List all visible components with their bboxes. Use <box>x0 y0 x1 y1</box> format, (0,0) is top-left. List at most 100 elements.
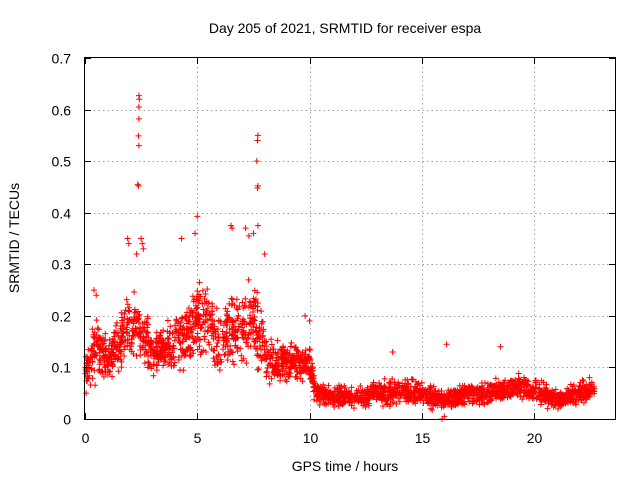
data-point <box>196 291 203 298</box>
data-point <box>168 355 175 362</box>
data-point <box>268 375 275 382</box>
data-point <box>190 339 197 346</box>
data-point <box>164 317 171 324</box>
data-point <box>254 303 261 310</box>
data-point <box>288 339 295 346</box>
data-point <box>591 388 598 395</box>
data-point <box>110 352 117 359</box>
data-point <box>175 334 182 341</box>
data-point <box>341 382 348 389</box>
data-point <box>299 360 306 367</box>
data-point <box>183 331 190 338</box>
data-point <box>409 376 416 383</box>
data-point <box>468 382 475 389</box>
data-point <box>254 366 261 373</box>
data-point <box>142 342 149 349</box>
y-tick-label: 0.1 <box>52 360 72 376</box>
data-point <box>223 333 230 340</box>
data-point <box>387 388 394 395</box>
data-point <box>425 397 432 404</box>
y-tick-label: 0.3 <box>52 257 72 273</box>
data-point <box>261 339 268 346</box>
data-point <box>189 333 196 340</box>
data-point <box>270 345 277 352</box>
data-point <box>393 400 400 407</box>
data-point <box>145 360 152 367</box>
data-point <box>319 386 326 393</box>
data-point <box>219 346 226 353</box>
data-point <box>93 292 100 299</box>
data-point <box>141 324 148 331</box>
data-point <box>135 132 142 139</box>
data-point <box>585 389 592 396</box>
data-point <box>377 394 384 401</box>
y-tick-label: 0.2 <box>52 309 72 325</box>
y-tick-label: 0 <box>63 412 71 428</box>
data-point <box>304 356 311 363</box>
data-point <box>571 387 578 394</box>
data-point <box>222 351 229 358</box>
data-point <box>299 349 306 356</box>
data-point <box>131 289 138 296</box>
data-point <box>278 355 285 362</box>
data-point <box>91 353 98 360</box>
data-point <box>292 344 299 351</box>
data-point <box>359 402 366 409</box>
data-point <box>306 345 313 352</box>
data-point <box>499 394 506 401</box>
data-point <box>354 389 361 396</box>
data-point <box>281 371 288 378</box>
data-point <box>297 364 304 371</box>
data-point <box>155 340 162 347</box>
data-point <box>291 354 298 361</box>
data-point <box>254 338 261 345</box>
data-point <box>450 395 457 402</box>
data-point <box>213 343 220 350</box>
data-point <box>254 184 261 191</box>
data-point <box>212 328 219 335</box>
data-point <box>462 391 469 398</box>
data-point <box>443 341 450 348</box>
data-point <box>124 315 131 322</box>
data-point <box>234 334 241 341</box>
data-point <box>570 391 577 398</box>
data-point <box>526 389 533 396</box>
data-point <box>514 383 521 390</box>
data-point <box>337 395 344 402</box>
data-point <box>386 403 393 410</box>
data-point <box>129 327 136 334</box>
data-point <box>493 392 500 399</box>
data-point <box>256 324 263 331</box>
data-point <box>311 378 318 385</box>
data-point <box>567 398 574 405</box>
data-point <box>194 304 201 311</box>
data-point <box>125 240 132 247</box>
data-point <box>226 325 233 332</box>
data-point <box>202 290 209 297</box>
data-point <box>124 329 131 336</box>
data-point <box>253 158 260 165</box>
data-point <box>268 336 275 343</box>
data-point <box>551 390 558 397</box>
data-point <box>550 402 557 409</box>
data-point <box>136 330 143 337</box>
data-point <box>395 395 402 402</box>
data-point <box>247 319 254 326</box>
data-point <box>252 327 259 334</box>
data-point <box>297 370 304 377</box>
data-point <box>505 379 512 386</box>
data-point <box>524 382 531 389</box>
data-point <box>293 373 300 380</box>
y-tick-label: 0.6 <box>52 103 72 119</box>
data-point <box>116 348 123 355</box>
data-point <box>572 387 579 394</box>
data-point <box>324 394 331 401</box>
data-point <box>517 377 524 384</box>
data-point <box>265 349 272 356</box>
data-point <box>331 403 338 410</box>
data-point <box>164 339 171 346</box>
data-point <box>527 388 534 395</box>
data-point <box>91 335 98 342</box>
data-point <box>261 352 268 359</box>
data-point <box>378 386 385 393</box>
